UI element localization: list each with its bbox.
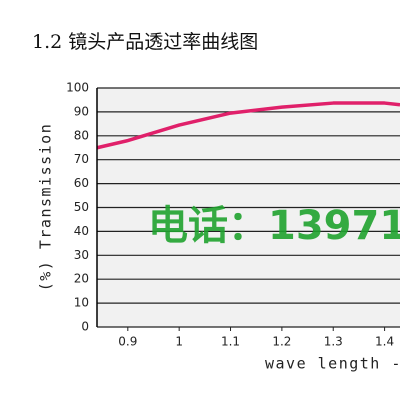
y-axis-label: (%) Transmission: [37, 123, 55, 292]
y-tick-label: 100: [66, 81, 89, 95]
y-tick-label: 60: [74, 176, 89, 190]
x-tick-label: 1.1: [221, 335, 240, 349]
x-tick-label: 1.2: [272, 335, 291, 349]
x-tick-label: 1.4: [375, 335, 394, 349]
x-axis-label: wave length -: [265, 355, 400, 373]
y-tick-label: 0: [81, 320, 89, 334]
line: [96, 101, 400, 150]
y-tick-label: 80: [74, 128, 89, 142]
y-tick-label: 70: [74, 152, 89, 166]
chart-title: 1.2 镜头产品透过率曲线图: [32, 31, 258, 53]
y-tick-label: 50: [74, 200, 89, 214]
y-tick-label: 90: [74, 104, 89, 118]
x-tick-label: 1.3: [324, 335, 343, 349]
watermark: 电话：13971: [148, 203, 400, 249]
y-tick-label: 30: [74, 248, 89, 262]
y-tick-label: 40: [74, 224, 89, 238]
x-tick-label: 0.9: [118, 335, 137, 349]
x-tick-label: 1: [175, 335, 183, 349]
y-tick-label: 20: [74, 272, 89, 286]
y-tick-label: 10: [74, 296, 89, 310]
